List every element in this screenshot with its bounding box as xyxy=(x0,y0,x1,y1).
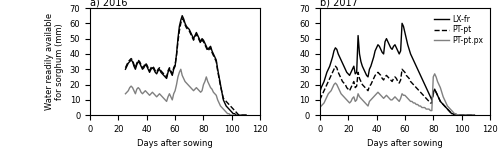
PT-pt xyxy=(185,28,191,30)
LX-fr xyxy=(128,59,134,61)
LX-fr xyxy=(233,114,239,116)
PT-pt.px xyxy=(454,114,460,116)
Text: a) 2016: a) 2016 xyxy=(90,0,128,7)
PT-pt xyxy=(179,18,185,20)
PT-pt.px xyxy=(392,96,398,98)
PT-pt xyxy=(364,88,370,90)
LX-fr xyxy=(226,108,232,110)
PT-pt xyxy=(332,65,338,67)
X-axis label: Days after sowing: Days after sowing xyxy=(137,140,213,148)
PT-pt xyxy=(317,99,323,101)
LX-fr xyxy=(243,114,249,116)
LX-fr xyxy=(428,96,434,98)
LX-fr xyxy=(464,114,470,116)
Line: PT-pt.px: PT-pt.px xyxy=(126,69,234,115)
PT-pt xyxy=(428,102,434,104)
PT-pt xyxy=(452,114,458,116)
LX-fr xyxy=(216,76,222,78)
PT-pt xyxy=(122,67,128,69)
LX-fr xyxy=(392,44,398,46)
PT-pt.px xyxy=(317,107,323,108)
PT-pt.px xyxy=(179,74,185,76)
PT-pt xyxy=(196,39,202,41)
Legend: LX-fr, PT-pt, PT-pt.px: LX-fr, PT-pt, PT-pt.px xyxy=(430,12,486,48)
PT-pt xyxy=(464,114,470,116)
PT-pt.px xyxy=(426,108,432,110)
X-axis label: Days after sowing: Days after sowing xyxy=(367,140,443,148)
PT-pt xyxy=(236,114,242,116)
PT-pt.px xyxy=(170,99,175,101)
LX-fr xyxy=(470,114,476,116)
PT-pt xyxy=(158,70,164,72)
LX-fr xyxy=(472,114,478,116)
PT-pt xyxy=(126,61,132,63)
PT-pt.px xyxy=(130,87,136,89)
PT-pt.px xyxy=(470,114,476,116)
PT-pt.px xyxy=(122,93,128,95)
LX-fr xyxy=(179,15,185,17)
PT-pt.px xyxy=(362,102,368,104)
PT-pt.px xyxy=(158,94,164,96)
LX-fr xyxy=(122,68,128,70)
PT-pt.px xyxy=(202,80,208,82)
Line: LX-fr: LX-fr xyxy=(126,16,246,115)
LX-fr xyxy=(399,22,405,24)
PT-pt xyxy=(472,114,478,116)
Line: PT-pt.px: PT-pt.px xyxy=(320,74,474,115)
LX-fr xyxy=(126,62,132,64)
Line: LX-fr: LX-fr xyxy=(320,23,474,115)
Text: b) 2017: b) 2017 xyxy=(320,0,358,7)
PT-pt.px xyxy=(388,99,394,101)
LX-fr xyxy=(362,71,368,73)
PT-pt xyxy=(220,97,226,99)
PT-pt.px xyxy=(141,91,147,93)
PT-pt.px xyxy=(464,114,470,116)
PT-pt.px xyxy=(472,114,478,116)
Line: PT-pt: PT-pt xyxy=(126,19,249,115)
PT-pt xyxy=(246,114,252,116)
LX-fr xyxy=(452,114,458,116)
PT-pt xyxy=(394,77,400,79)
PT-pt.px xyxy=(178,68,184,70)
LX-fr xyxy=(317,91,323,93)
PT-pt.px xyxy=(228,114,234,116)
LX-fr xyxy=(135,61,141,63)
PT-pt.px xyxy=(232,114,237,116)
Line: PT-pt: PT-pt xyxy=(320,66,474,115)
Y-axis label: Water readily available
for sorghum (mm): Water readily available for sorghum (mm) xyxy=(44,13,64,110)
PT-pt.px xyxy=(432,73,438,75)
LX-fr xyxy=(388,47,394,49)
PT-pt xyxy=(470,114,476,116)
LX-fr xyxy=(182,22,188,24)
PT-pt xyxy=(156,67,162,69)
PT-pt xyxy=(389,80,395,82)
